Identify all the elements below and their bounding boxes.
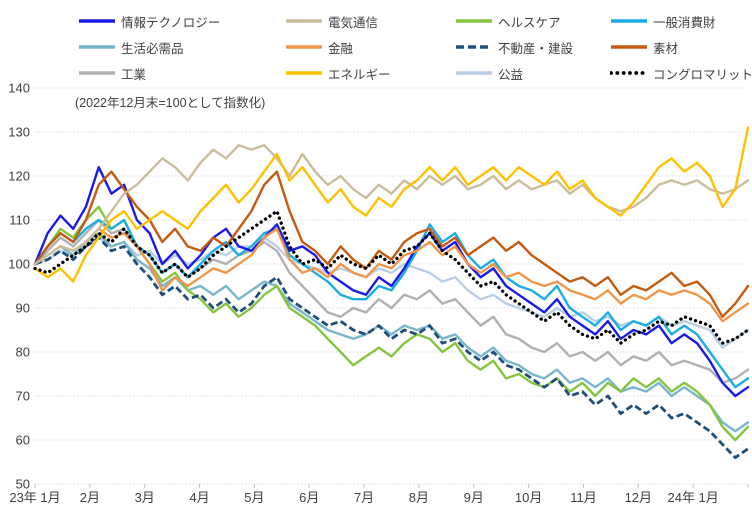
legend-swatch-healthcare — [455, 18, 493, 24]
legend-swatch-energy — [285, 70, 323, 76]
legend-label-staples: 生活必需品 — [121, 41, 184, 56]
svg-text:6月: 6月 — [299, 490, 319, 505]
legend-item-energy: エネルギー — [285, 64, 455, 83]
svg-text:9月: 9月 — [464, 490, 484, 505]
legend-item-utilities: 公益 — [455, 64, 610, 83]
legend-item-healthcare: ヘルスケア — [455, 12, 610, 31]
legend-item-materials: 素材 — [610, 38, 752, 57]
legend-label-energy: エネルギー — [328, 67, 391, 82]
svg-text:23年 1月: 23年 1月 — [9, 490, 60, 505]
legend-item-industrials: 工業 — [78, 64, 285, 83]
legend-label-healthcare: ヘルスケア — [498, 15, 561, 30]
svg-text:140: 140 — [8, 81, 30, 96]
legend-swatch-telecom — [285, 18, 323, 24]
legend-swatch-realestate — [455, 44, 493, 50]
svg-text:3月: 3月 — [135, 490, 155, 505]
svg-text:12月: 12月 — [625, 490, 652, 505]
legend-item-realestate: 不動産・建設 — [455, 38, 610, 57]
legend-label-realestate: 不動産・建設 — [498, 41, 574, 56]
legend-swatch-utilities — [455, 70, 493, 76]
legend-swatch-industrials — [78, 70, 116, 76]
svg-text:130: 130 — [8, 125, 30, 140]
chart-subtitle: (2022年12月末=100として指数化) — [75, 96, 266, 110]
svg-text:120: 120 — [8, 169, 30, 184]
legend-item-consumer-disc: 一般消費財 — [610, 12, 752, 31]
legend-swatch-conglomerates — [609, 70, 649, 76]
svg-text:5月: 5月 — [244, 490, 264, 505]
legend-swatch-consumer-disc — [610, 18, 648, 24]
legend-item-conglomerates: コングロマリット — [609, 64, 752, 83]
svg-text:80: 80 — [16, 345, 30, 360]
svg-text:50: 50 — [16, 477, 30, 492]
legend-swatch-it — [78, 18, 116, 24]
legend-label-financials: 金融 — [328, 41, 354, 56]
legend-label-materials: 素材 — [653, 41, 679, 56]
legend-label-utilities: 公益 — [498, 67, 524, 82]
svg-text:7月: 7月 — [354, 490, 374, 505]
legend-label-consumer-disc: 一般消費財 — [653, 15, 716, 30]
svg-text:2月: 2月 — [80, 490, 100, 505]
legend-item-telecom: 電気通信 — [285, 12, 455, 31]
svg-text:24年 1月: 24年 1月 — [667, 490, 718, 505]
svg-text:8月: 8月 — [409, 490, 429, 505]
legend-item-financials: 金融 — [285, 38, 455, 57]
legend-label-it: 情報テクノロジー — [121, 15, 221, 30]
chart-legend: 情報テクノロジー 電気通信 ヘルスケア 一般消費財 生活必需品 金融 不動産・建… — [78, 8, 752, 86]
legend-label-industrials: 工業 — [121, 67, 147, 82]
legend-item-staples: 生活必需品 — [78, 38, 285, 57]
svg-text:60: 60 — [16, 433, 30, 448]
legend-label-telecom: 電気通信 — [328, 15, 379, 30]
svg-text:110: 110 — [9, 213, 30, 228]
legend-swatch-materials — [610, 44, 648, 50]
legend-item-it: 情報テクノロジー — [78, 12, 285, 31]
svg-text:11月: 11月 — [570, 490, 597, 505]
legend-swatch-staples — [78, 44, 116, 50]
svg-text:4月: 4月 — [189, 490, 209, 505]
svg-text:90: 90 — [16, 301, 30, 316]
svg-text:10月: 10月 — [515, 490, 542, 505]
svg-text:70: 70 — [16, 389, 30, 404]
legend-swatch-financials — [285, 44, 323, 50]
svg-text:100: 100 — [8, 257, 30, 272]
legend-label-conglomerates: コングロマリット — [653, 67, 752, 82]
